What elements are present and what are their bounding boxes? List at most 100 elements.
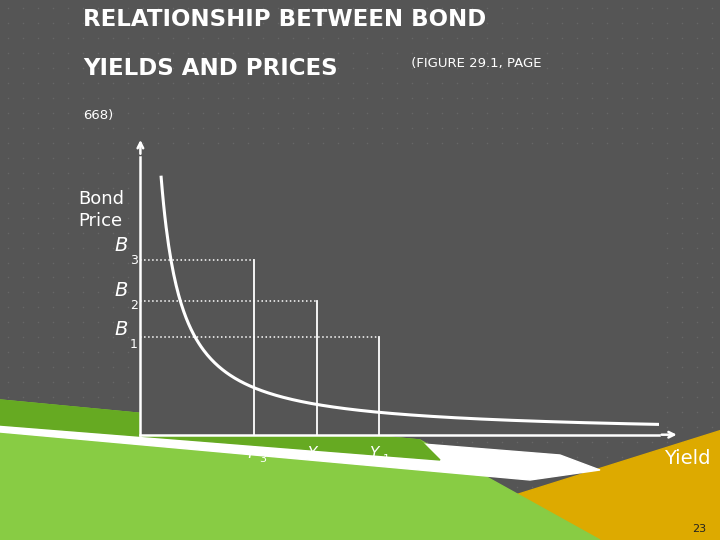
Point	[691, 228, 703, 237]
Point	[541, 243, 553, 252]
Point	[122, 363, 134, 372]
Point	[616, 138, 628, 147]
Point	[691, 498, 703, 507]
Point	[497, 198, 508, 207]
Point	[511, 19, 523, 28]
Point	[272, 438, 284, 447]
Point	[511, 423, 523, 431]
Point	[706, 453, 718, 462]
Point	[511, 363, 523, 372]
Point	[422, 378, 433, 387]
Point	[616, 153, 628, 162]
Point	[497, 153, 508, 162]
Point	[317, 19, 328, 28]
Point	[62, 198, 73, 207]
Point	[48, 138, 59, 147]
Point	[361, 138, 373, 147]
Point	[526, 138, 538, 147]
Point	[287, 273, 298, 282]
Point	[317, 393, 328, 402]
Point	[451, 49, 463, 57]
Point	[182, 273, 194, 282]
Point	[62, 243, 73, 252]
Point	[647, 258, 658, 267]
Point	[287, 64, 298, 72]
Point	[601, 19, 613, 28]
Point	[482, 213, 493, 222]
Point	[436, 168, 448, 177]
Point	[436, 438, 448, 447]
Point	[212, 33, 223, 42]
Point	[586, 168, 598, 177]
Point	[676, 78, 688, 87]
Point	[332, 438, 343, 447]
Point	[557, 184, 568, 192]
Point	[62, 184, 73, 192]
Point	[497, 273, 508, 282]
Point	[32, 438, 44, 447]
Point	[77, 93, 89, 102]
Point	[77, 378, 89, 387]
Point	[212, 213, 223, 222]
Point	[2, 124, 14, 132]
Point	[557, 124, 568, 132]
Point	[92, 483, 104, 491]
Point	[182, 138, 194, 147]
Point	[17, 184, 29, 192]
Point	[152, 468, 163, 476]
Point	[197, 483, 209, 491]
Point	[526, 64, 538, 72]
Point	[332, 93, 343, 102]
Point	[706, 4, 718, 12]
Point	[422, 273, 433, 282]
Point	[436, 109, 448, 117]
Point	[287, 124, 298, 132]
Point	[347, 393, 359, 402]
Point	[436, 78, 448, 87]
Point	[497, 303, 508, 312]
Point	[17, 528, 29, 536]
Point	[661, 64, 672, 72]
Point	[32, 288, 44, 297]
Point	[467, 453, 478, 462]
Point	[586, 153, 598, 162]
Text: 3: 3	[130, 254, 138, 267]
Point	[482, 228, 493, 237]
Point	[107, 363, 119, 372]
Point	[691, 348, 703, 356]
Point	[586, 19, 598, 28]
Point	[197, 468, 209, 476]
Point	[631, 33, 643, 42]
Point	[152, 109, 163, 117]
Point	[616, 378, 628, 387]
Point	[347, 408, 359, 416]
Point	[601, 468, 613, 476]
Point	[631, 348, 643, 356]
Point	[541, 318, 553, 327]
Point	[557, 19, 568, 28]
Point	[586, 512, 598, 521]
Point	[661, 258, 672, 267]
Point	[332, 393, 343, 402]
Point	[407, 64, 418, 72]
Point	[586, 78, 598, 87]
Point	[212, 138, 223, 147]
Point	[497, 4, 508, 12]
Point	[347, 93, 359, 102]
Point	[557, 109, 568, 117]
Point	[647, 528, 658, 536]
Point	[572, 303, 583, 312]
Point	[482, 333, 493, 342]
Point	[212, 348, 223, 356]
Point	[287, 213, 298, 222]
Point	[407, 168, 418, 177]
Point	[377, 318, 388, 327]
Point	[197, 288, 209, 297]
Point	[242, 273, 253, 282]
Point	[691, 453, 703, 462]
Point	[451, 64, 463, 72]
Point	[212, 78, 223, 87]
Point	[407, 408, 418, 416]
Point	[212, 438, 223, 447]
Point	[361, 423, 373, 431]
